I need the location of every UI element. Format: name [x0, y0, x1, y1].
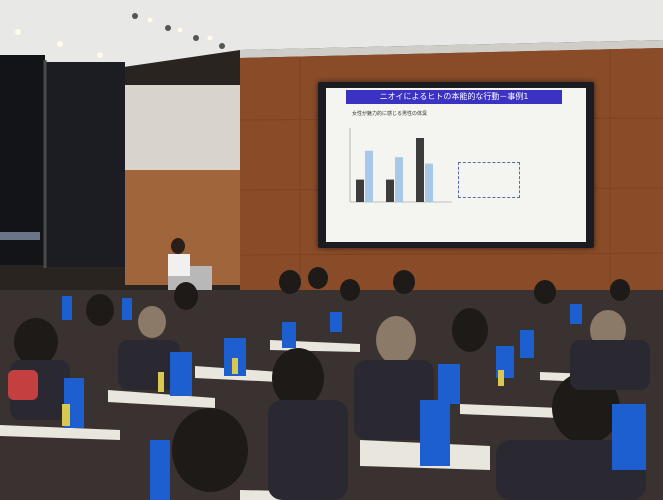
- chart-bar: [356, 179, 364, 202]
- projection-screen: ニオイによるヒトの本能的な行動－事例1 女性が魅力的に感じる男性の体臭: [318, 82, 594, 248]
- chart-bar: [416, 138, 424, 202]
- chart-bar: [365, 150, 373, 202]
- chart-bar: [395, 157, 403, 202]
- slide-title: ニオイによるヒトの本能的な行動－事例1: [346, 90, 562, 104]
- slide-subtitle: 女性が魅力的に感じる男性の体臭: [352, 111, 428, 117]
- chart-bar: [386, 179, 394, 202]
- presentation-slide: ニオイによるヒトの本能的な行動－事例1 女性が魅力的に感じる男性の体臭: [326, 88, 586, 242]
- chart-bar: [425, 163, 433, 202]
- slide-callout-box: [458, 162, 520, 198]
- slide-bar-chart: [349, 128, 452, 203]
